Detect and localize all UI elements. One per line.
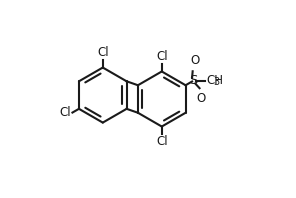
Text: O: O [190, 54, 199, 67]
Text: CH: CH [206, 74, 223, 87]
Text: Cl: Cl [156, 50, 168, 63]
Text: Cl: Cl [156, 135, 168, 148]
Text: 3: 3 [213, 77, 219, 87]
Text: Cl: Cl [60, 106, 71, 119]
Text: S: S [189, 74, 198, 87]
Text: Cl: Cl [97, 47, 109, 59]
Text: O: O [196, 92, 205, 105]
